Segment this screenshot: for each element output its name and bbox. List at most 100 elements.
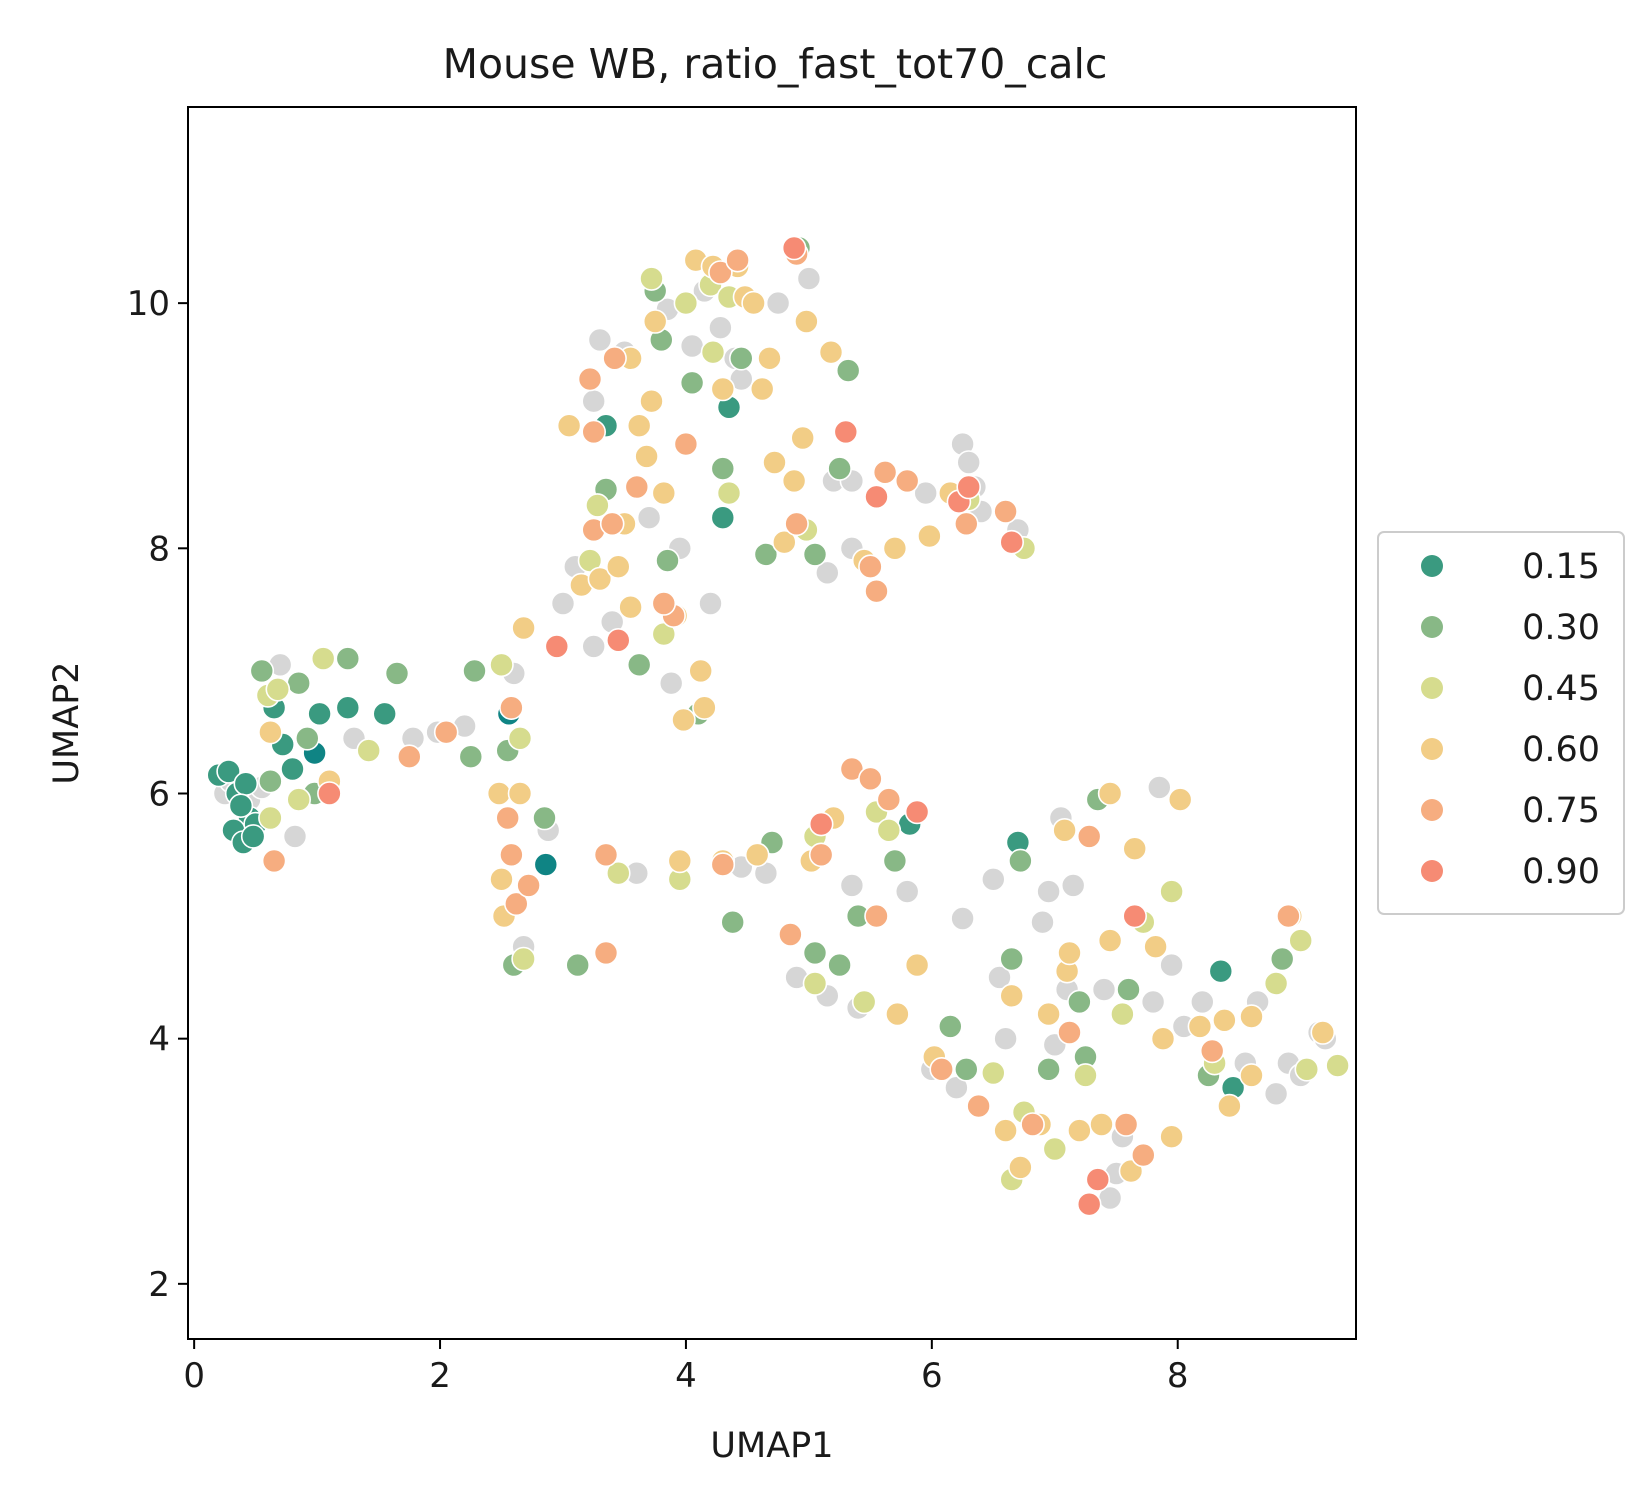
data-point <box>835 358 861 383</box>
legend-marker <box>1421 616 1443 638</box>
data-point <box>1159 1124 1184 1149</box>
data-point <box>1263 1081 1289 1107</box>
data-point <box>636 505 662 531</box>
data-point <box>1042 1136 1068 1162</box>
data-point <box>1060 873 1086 898</box>
x-tick-label: 6 <box>921 1356 943 1396</box>
data-point <box>233 771 259 797</box>
data-point <box>581 388 607 414</box>
data-point <box>1113 1112 1139 1137</box>
data-point <box>489 652 514 678</box>
data-point <box>987 965 1012 990</box>
data-point <box>1239 1004 1264 1029</box>
data-point <box>688 658 714 684</box>
data-point <box>581 419 607 445</box>
legend-label: 0.30 <box>1522 608 1600 648</box>
data-point <box>1030 909 1055 935</box>
legend-marker <box>1421 860 1443 882</box>
data-point <box>894 468 920 494</box>
data-point <box>1036 879 1061 904</box>
data-point <box>794 309 819 334</box>
data-point <box>533 852 559 877</box>
data-point <box>741 290 766 316</box>
data-point <box>1008 848 1033 874</box>
data-point <box>249 658 275 684</box>
data-point <box>655 548 680 573</box>
data-point <box>802 542 828 567</box>
data-point <box>1036 1001 1061 1027</box>
data-point <box>1208 958 1234 984</box>
data-point <box>1097 781 1123 806</box>
data-point <box>462 658 487 684</box>
data-point <box>372 701 398 727</box>
data-point <box>1143 934 1168 960</box>
data-point <box>511 946 536 972</box>
data-point <box>710 505 736 531</box>
data-point <box>999 529 1025 555</box>
data-point <box>749 376 775 402</box>
legend-label: 0.60 <box>1522 730 1600 770</box>
x-tick-label: 4 <box>675 1356 697 1396</box>
data-point <box>605 554 631 580</box>
data-point <box>708 315 733 341</box>
data-point <box>585 493 610 518</box>
data-point <box>602 345 627 371</box>
data-point <box>265 676 291 702</box>
data-point <box>317 781 342 806</box>
data-point <box>396 744 422 770</box>
data-point <box>808 811 834 837</box>
y-tick-label: 8 <box>148 529 170 569</box>
x-tick-label: 2 <box>429 1356 451 1396</box>
data-point <box>966 1093 991 1119</box>
legend-label: 0.45 <box>1522 669 1600 709</box>
data-point <box>814 560 840 586</box>
data-point <box>651 480 677 506</box>
data-point <box>495 805 521 831</box>
data-point <box>1036 1057 1061 1082</box>
data-point <box>864 484 889 510</box>
data-point <box>802 940 828 966</box>
data-point <box>725 247 750 273</box>
data-point <box>885 1001 910 1027</box>
data-point <box>1147 775 1172 800</box>
data-point <box>894 879 920 904</box>
data-point <box>624 474 650 500</box>
data-point <box>1325 1053 1350 1078</box>
data-point <box>1067 1118 1092 1143</box>
data-point <box>1122 836 1147 862</box>
data-point <box>581 634 607 659</box>
data-point <box>679 370 705 396</box>
data-point <box>1057 1020 1082 1045</box>
data-point <box>626 652 652 678</box>
data-point <box>1067 989 1092 1015</box>
data-point <box>913 480 939 506</box>
data-point <box>1239 1063 1264 1088</box>
data-point <box>692 695 717 721</box>
data-point <box>507 781 533 806</box>
data-point <box>858 766 883 792</box>
data-point <box>771 529 797 555</box>
data-point <box>1110 1001 1135 1027</box>
data-point <box>642 309 668 334</box>
data-point <box>1076 1191 1102 1217</box>
data-point <box>310 646 336 671</box>
y-tick-label: 2 <box>148 1265 170 1305</box>
data-point <box>593 940 619 966</box>
data-point <box>261 848 287 874</box>
data-point <box>790 425 816 451</box>
y-axis-label: UMAP2 <box>47 661 87 784</box>
data-point <box>228 793 254 819</box>
data-point <box>710 852 736 877</box>
data-point <box>827 456 852 481</box>
data-point <box>1199 1038 1225 1064</box>
data-point <box>937 1014 963 1039</box>
data-point <box>980 1060 1006 1086</box>
data-point <box>904 952 930 978</box>
data-point <box>698 591 723 616</box>
data-point <box>1052 817 1077 843</box>
data-point <box>864 578 889 604</box>
data-point <box>728 345 754 371</box>
data-point <box>294 725 320 751</box>
